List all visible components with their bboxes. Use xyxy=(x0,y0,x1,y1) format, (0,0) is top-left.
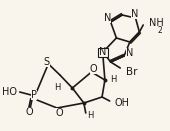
Text: S: S xyxy=(44,57,50,67)
Text: NH: NH xyxy=(149,18,164,28)
Text: H: H xyxy=(110,75,116,83)
Text: OH: OH xyxy=(114,98,130,108)
Text: HO: HO xyxy=(2,87,17,97)
Text: O: O xyxy=(55,108,63,118)
Text: H: H xyxy=(55,83,61,92)
Text: O: O xyxy=(90,64,97,74)
Text: 2: 2 xyxy=(158,26,162,35)
Text: N: N xyxy=(131,9,138,19)
Text: Br: Br xyxy=(126,67,138,77)
Text: O: O xyxy=(26,107,33,117)
Text: H: H xyxy=(87,111,93,119)
Text: N: N xyxy=(99,47,107,57)
Text: P: P xyxy=(31,90,37,100)
Text: N: N xyxy=(104,13,112,23)
FancyBboxPatch shape xyxy=(98,48,108,56)
Text: N: N xyxy=(126,48,133,58)
